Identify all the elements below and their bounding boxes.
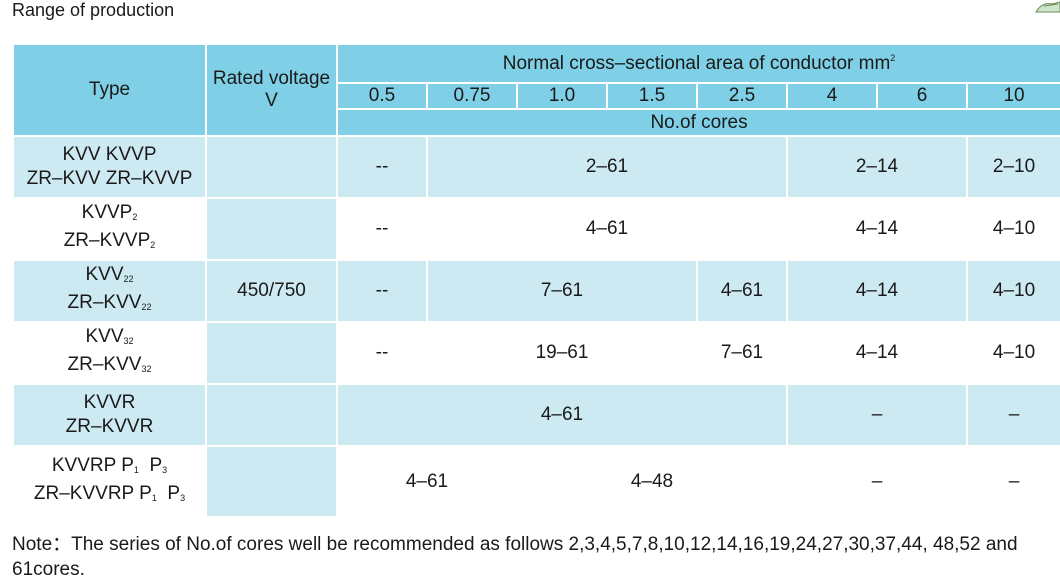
cores-cell: 4–61 [336, 445, 518, 518]
cores-cell: 2–14 [786, 135, 968, 199]
rated-voltage-value: 450/750 [205, 259, 338, 323]
rated-voltage-cell [205, 383, 338, 447]
production-range-table: Type Rated voltage V Normal cross–sectio… [12, 43, 1060, 518]
rated-voltage-cell [205, 135, 338, 199]
header-rated-voltage: Rated voltage V [205, 43, 338, 137]
type-cell: KVVR ZR–KVVR [12, 383, 207, 447]
cores-cell: 2–10 [965, 135, 1060, 199]
decorative-corner-icon [1035, 1, 1060, 13]
header-type: Type [12, 43, 207, 137]
table-row: KVVP2 ZR–KVVP2 -- 4–61 4–14 4–10 [12, 197, 1060, 261]
type-cell: KVVRP P1 P3 ZR–KVVRP P1 P3 [12, 445, 207, 518]
footnote: Note：The series of No.of cores well be r… [12, 534, 1018, 580]
cores-cell: -- [336, 135, 428, 199]
header-rated-voltage-label: Rated voltage [212, 68, 331, 89]
header-area-label: Normal cross–sectional area of conductor… [502, 52, 891, 74]
cores-cell: 4–10 [965, 321, 1060, 385]
header-size: 0.5 [336, 82, 428, 110]
table-row: KVVR ZR–KVVR 4–61 – – [12, 383, 1060, 447]
page-title: Range of production [12, 0, 175, 20]
cores-cell: 4–14 [786, 197, 968, 261]
cores-cell: 4–61 [696, 259, 788, 323]
cores-cell: – [786, 445, 968, 518]
rated-voltage-cell [205, 445, 338, 518]
cores-cell: -- [336, 259, 428, 323]
type-cell: KVV32 ZR–KVV32 [12, 321, 207, 385]
cores-cell: -- [336, 197, 428, 261]
header-rated-voltage-unit: V [265, 90, 278, 111]
header-size: 1.0 [516, 82, 608, 110]
table-row: KVV KVVP ZR–KVV ZR–KVVP -- 2–61 2–14 2–1… [12, 135, 1060, 199]
header-no-of-cores: No.of cores [335, 108, 1060, 137]
header-size: 10 [965, 82, 1060, 110]
cores-cell: – [965, 445, 1060, 518]
cores-cell: 4–48 [516, 445, 788, 518]
header-size: 4 [786, 82, 878, 110]
header-cross-section-area: Normal cross–sectional area of conductor… [335, 43, 1060, 84]
cores-cell: 4–61 [426, 197, 788, 261]
header-size: 2.5 [696, 82, 788, 110]
rated-voltage-cell [205, 321, 338, 385]
cores-cell: – [786, 383, 968, 447]
cores-cell: – [965, 383, 1060, 447]
header-size: 6 [876, 82, 968, 110]
cores-cell: 4–10 [965, 197, 1060, 261]
header-size: 0.75 [426, 82, 518, 110]
table-row: KVV22 ZR–KVV22 450/750 -- 7–61 4–61 4–14… [12, 259, 1060, 323]
header-area-unit-sup: 2 [890, 52, 896, 63]
type-cell: KVV22 ZR–KVV22 [12, 259, 207, 323]
rated-voltage-cell [205, 197, 338, 261]
cores-cell: 4–10 [965, 259, 1060, 323]
table-row: KVVRP P1 P3 ZR–KVVRP P1 P3 4–61 4–48 – – [12, 445, 1060, 518]
cores-cell: 2–61 [426, 135, 788, 199]
header-size: 1.5 [606, 82, 698, 110]
cores-cell: 7–61 [696, 321, 788, 385]
cores-cell: 4–14 [786, 321, 968, 385]
cores-cell: 7–61 [426, 259, 698, 323]
cores-cell: 19–61 [426, 321, 698, 385]
cores-cell: 4–61 [336, 383, 788, 447]
cores-cell: -- [336, 321, 428, 385]
cores-cell: 4–14 [786, 259, 968, 323]
table-row: KVV32 ZR–KVV32 -- 19–61 7–61 4–14 4–10 [12, 321, 1060, 385]
type-cell: KVV KVVP ZR–KVV ZR–KVVP [12, 135, 207, 199]
type-cell: KVVP2 ZR–KVVP2 [12, 197, 207, 261]
